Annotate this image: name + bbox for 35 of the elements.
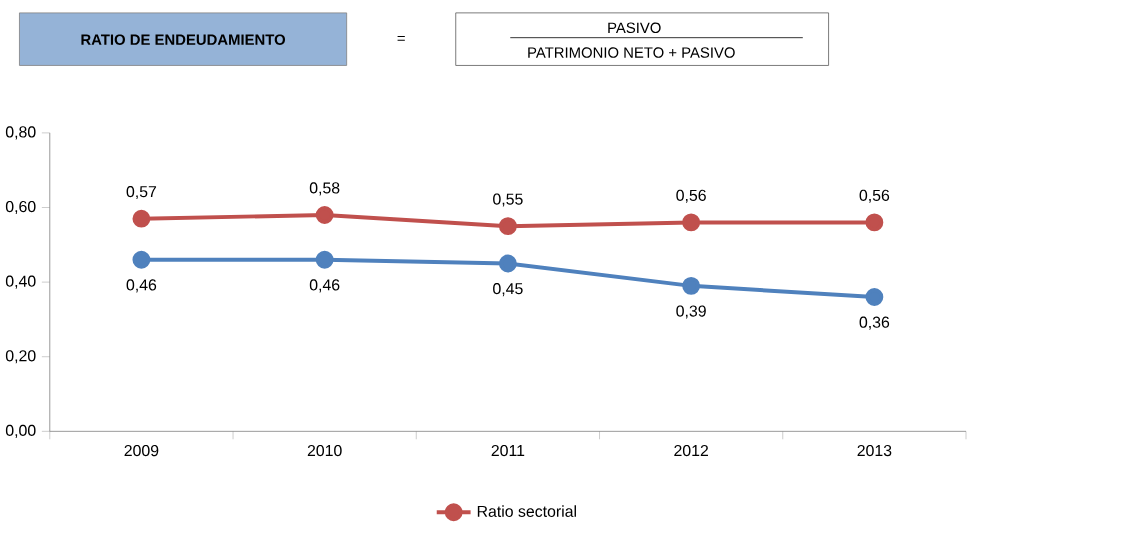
x-tick-label: 2013 [857, 444, 892, 457]
text: = [397, 35, 405, 41]
point [865, 287, 884, 306]
y-tick-label: 0,00 [5, 424, 36, 438]
data-label: 0,46 [126, 279, 157, 293]
data-label: 0,56 [859, 189, 890, 203]
data-label: 0,36 [859, 316, 890, 330]
data-label: 0,56 [676, 189, 706, 203]
data-label: 0,55 [493, 193, 523, 207]
x-tick-label: 2010 [307, 444, 342, 457]
point [132, 250, 151, 269]
data-label: 0,58 [309, 182, 340, 196]
point [682, 276, 701, 295]
data-label: 0,45 [493, 282, 523, 296]
text: PASIVO [608, 22, 661, 33]
chart-title: RATIO DE ENDEUDAMIENTO [81, 34, 286, 45]
y-tick-label: 0,60 [5, 200, 36, 214]
text: PATRIMONIO NETO + PASIVO [528, 47, 735, 58]
point [498, 217, 517, 235]
point [865, 213, 884, 232]
point [498, 254, 517, 273]
point [315, 205, 334, 224]
y-tick-label: 0,80 [5, 126, 36, 140]
data-label: 0,46 [309, 279, 340, 293]
point [315, 250, 334, 269]
data-label: 0,39 [676, 305, 706, 319]
x-tick-label: 2012 [674, 444, 708, 457]
point [682, 213, 701, 232]
point [132, 209, 151, 228]
y-tick-label: 0,40 [5, 275, 36, 289]
data-label: 0,57 [126, 185, 157, 199]
legend-label: Ratio sectorial [477, 505, 576, 517]
x-tick-label: 2011 [491, 444, 525, 457]
y-tick-label: 0,20 [5, 350, 36, 364]
x-tick-label: 2009 [124, 444, 159, 457]
